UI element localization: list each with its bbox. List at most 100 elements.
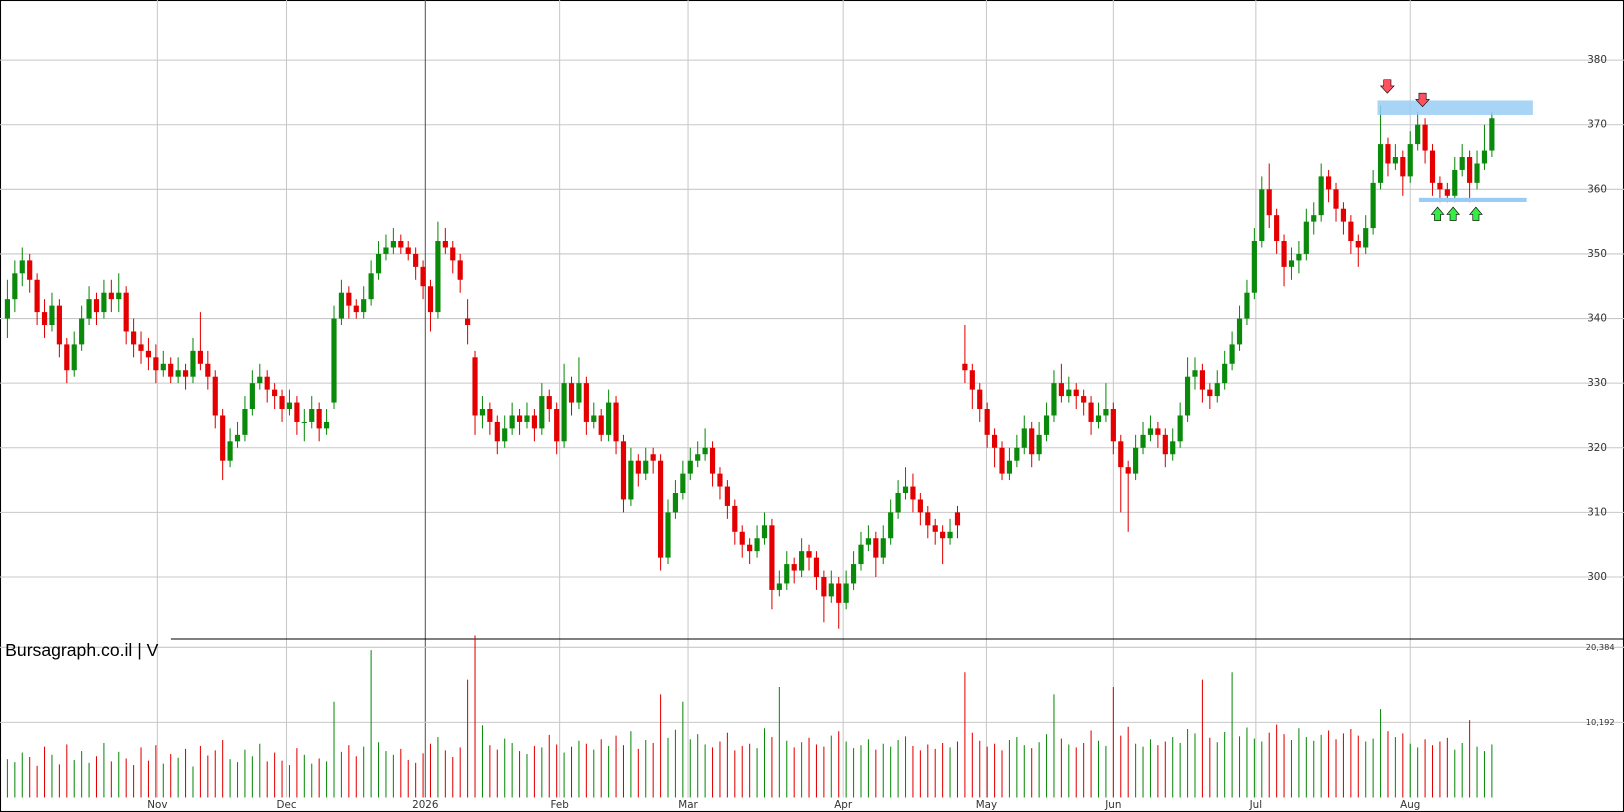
- y-tick-label: 360: [1587, 183, 1607, 195]
- candle-body: [197, 350, 203, 364]
- x-tick-label: May: [976, 799, 997, 811]
- candle-body: [131, 331, 137, 345]
- candle-body: [294, 402, 300, 422]
- candle-body: [591, 415, 597, 422]
- candle-body: [509, 415, 515, 429]
- candle-body: [1407, 144, 1413, 177]
- candle-body: [71, 344, 77, 371]
- candle-body: [79, 318, 85, 345]
- candle-body: [1088, 402, 1094, 422]
- candle-body: [910, 486, 916, 500]
- candle-body: [383, 247, 389, 254]
- resistance-zone: [1377, 100, 1533, 115]
- y-tick-label: 350: [1587, 248, 1607, 260]
- candle-body: [220, 415, 226, 461]
- candle-body: [1021, 428, 1027, 448]
- candle-body: [442, 241, 448, 248]
- candle-body: [984, 409, 990, 435]
- candle-body: [1140, 434, 1146, 448]
- candle-body: [969, 370, 975, 390]
- candle-body: [279, 396, 285, 410]
- candle-body: [257, 376, 263, 384]
- candle-body: [338, 292, 345, 319]
- candle-body: [917, 499, 923, 513]
- candle-body: [1081, 396, 1087, 403]
- candle-body: [1251, 241, 1257, 293]
- candle-body: [1459, 157, 1465, 170]
- x-tick-label: Aug: [1400, 799, 1420, 811]
- candle-body: [1474, 163, 1480, 183]
- candle-body: [828, 583, 834, 597]
- candle-body: [272, 389, 278, 397]
- candle-body: [1444, 189, 1450, 196]
- candle-body: [361, 299, 367, 313]
- candle-body: [1118, 441, 1124, 468]
- x-tick-label: Jun: [1104, 799, 1121, 811]
- candle-body: [249, 383, 255, 410]
- candle-body: [86, 299, 92, 319]
- candle-body: [850, 564, 857, 584]
- candle-body: [539, 396, 545, 429]
- candle-body: [234, 434, 241, 442]
- candle-body: [524, 415, 530, 422]
- y-tick-label: 330: [1587, 377, 1607, 389]
- candle-body: [902, 486, 909, 494]
- candle-body: [1437, 182, 1443, 190]
- candle-body: [1147, 428, 1154, 435]
- candle-body: [888, 512, 894, 539]
- candle-body: [212, 376, 218, 416]
- candle-body: [368, 273, 374, 300]
- candle-body: [680, 473, 686, 494]
- candle-body: [1333, 189, 1339, 209]
- candle-body: [991, 434, 998, 448]
- candle-body: [264, 376, 270, 390]
- candle-body: [1259, 189, 1265, 242]
- candle-body: [1355, 241, 1361, 248]
- candle-body: [1429, 150, 1436, 183]
- candle-body: [947, 531, 953, 539]
- candle-body: [450, 247, 456, 261]
- candle-body: [724, 486, 730, 506]
- candle-body: [479, 409, 486, 416]
- x-tick-label: Dec: [276, 799, 296, 811]
- candle-body: [502, 428, 508, 442]
- candle-body: [435, 241, 441, 313]
- candle-body: [1192, 370, 1198, 377]
- candle-body: [1318, 176, 1324, 216]
- up-arrow: [1446, 206, 1460, 221]
- candle-body: [531, 415, 537, 429]
- candle-body: [1311, 215, 1317, 222]
- candle-body: [1222, 363, 1228, 384]
- candle-body: [331, 318, 337, 403]
- candle-body: [880, 538, 886, 558]
- candle-body: [1073, 389, 1079, 397]
- candle-body: [1377, 144, 1384, 183]
- candle-body: [858, 544, 864, 565]
- candle-body: [717, 473, 723, 487]
- candle-body: [1066, 389, 1072, 397]
- candle-body: [732, 505, 738, 532]
- candle-body: [799, 551, 805, 571]
- candle-body: [494, 421, 500, 442]
- candle-body: [1125, 467, 1131, 474]
- candle-body: [1036, 434, 1042, 455]
- candle-body: [1133, 447, 1139, 474]
- candle-body: [1162, 434, 1168, 455]
- down-arrow: [1379, 79, 1395, 94]
- candle-body: [761, 525, 768, 539]
- candle-body: [1452, 169, 1458, 196]
- candle-body: [242, 409, 248, 435]
- candle-body: [1348, 221, 1354, 242]
- y-tick-label: 370: [1587, 119, 1607, 131]
- candle-body: [1281, 241, 1287, 267]
- candle-body: [576, 383, 582, 403]
- candle-body: [739, 531, 745, 545]
- y-tick-label: 310: [1587, 506, 1607, 518]
- marks-layer: [4, 105, 1495, 798]
- candle-body: [806, 551, 812, 558]
- candle-body: [583, 383, 589, 422]
- candle-body: [695, 454, 701, 461]
- down-arrow: [1415, 92, 1430, 108]
